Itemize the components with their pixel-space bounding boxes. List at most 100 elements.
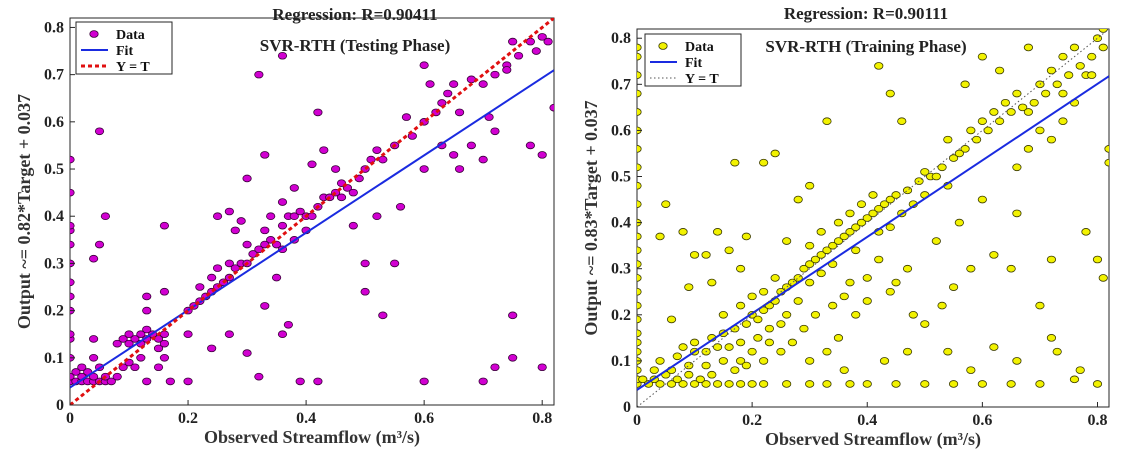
data-point [1058,89,1068,98]
data-point [753,315,763,324]
data-point [678,380,688,388]
data-point [118,335,128,343]
y-tick-label: 0 [56,397,64,414]
y-tick-label: 0.5 [44,161,64,178]
data-point [1104,145,1109,153]
data-point [966,126,976,135]
data-point [707,370,717,379]
data-point [637,163,642,172]
data-point [419,61,429,69]
data-point [89,335,99,343]
y-tick-label: 0 [623,399,631,416]
data-point [454,165,465,173]
data-point [759,357,769,365]
data-point [948,283,959,291]
data-point [724,246,734,255]
data-point [289,212,299,221]
data-point [124,330,134,339]
legend-label: Y = T [685,72,719,87]
data-point [747,292,757,301]
data-point [266,212,276,221]
data-point [224,207,234,216]
data-point [730,366,740,374]
data-point [153,363,164,372]
data-point [466,75,476,84]
data-point [372,212,382,221]
data-point [776,347,786,356]
fit-line [70,69,554,389]
data-point [1006,380,1016,388]
data-point [833,334,844,342]
data-point [254,70,264,79]
data-point [983,126,993,135]
y-tick-label: 0.2 [611,307,631,324]
data-point [666,315,677,324]
data-point [637,347,642,356]
data-point [183,377,193,386]
data-point [112,339,122,348]
data-point [856,200,867,208]
data-point [224,330,234,339]
data-point [443,89,453,98]
data-point [1035,380,1045,388]
data-point [931,237,941,245]
data-point [885,223,895,232]
data-point [336,193,347,202]
data-point [856,218,867,227]
data-point [637,181,642,190]
data-point [1092,380,1103,388]
data-point [390,259,400,268]
data-point [1092,255,1103,264]
legend-label: Y = T [116,60,150,75]
data-point [977,52,987,61]
data-point [874,62,884,70]
data-point [1052,347,1062,356]
data-point [89,372,99,381]
data-point [142,306,152,315]
data-point [1046,66,1057,75]
y-tick-label: 0.8 [611,30,631,47]
data-point [313,108,323,117]
data-point [741,320,751,328]
data-point [1023,108,1034,116]
data-point [1029,98,1039,107]
data-point [782,380,792,388]
data-point [106,377,116,386]
data-point [833,218,844,227]
data-point [159,287,170,296]
data-point [260,151,270,159]
data-point [989,108,999,116]
data-point [142,292,152,301]
data-point [1018,103,1028,112]
data-point [1023,145,1034,153]
data-point [879,200,890,208]
data-point [637,89,642,98]
data-point [920,320,930,328]
data-point [718,357,728,365]
chart-subtitle: SVR-RTH (Testing Phase) [260,36,451,55]
data-point [816,228,826,236]
x-tick-label: 0 [66,410,74,427]
plot-marks [637,29,1109,407]
data-point [689,380,700,388]
data-point [212,212,223,221]
data-point [885,89,895,98]
data-point [224,259,234,268]
data-point [1104,158,1109,167]
chart-title: Regression: R=0.90111 [784,4,948,23]
data-point [960,80,970,89]
data-point [1069,43,1080,52]
data-point [637,315,642,324]
data-point [701,251,711,259]
data-point [977,117,987,125]
data-point [378,155,388,164]
data-point [525,141,535,150]
y-tick-label: 0.7 [611,76,631,93]
data-point [885,287,895,296]
x-tick-label: 0.2 [742,412,762,429]
y-axis-title: Output ~= 0.83*Target + 0.037 [581,100,601,335]
chart-svg-training: 0 0.2 0.4 0.6 0.8 0 0.1 0.2 0.3 0.4 0.5 0.6 0.7 0.8 Ob… [581,4,1110,450]
x-tick-label: 0.2 [178,410,198,427]
data-point [759,287,769,296]
data-point [793,195,803,204]
